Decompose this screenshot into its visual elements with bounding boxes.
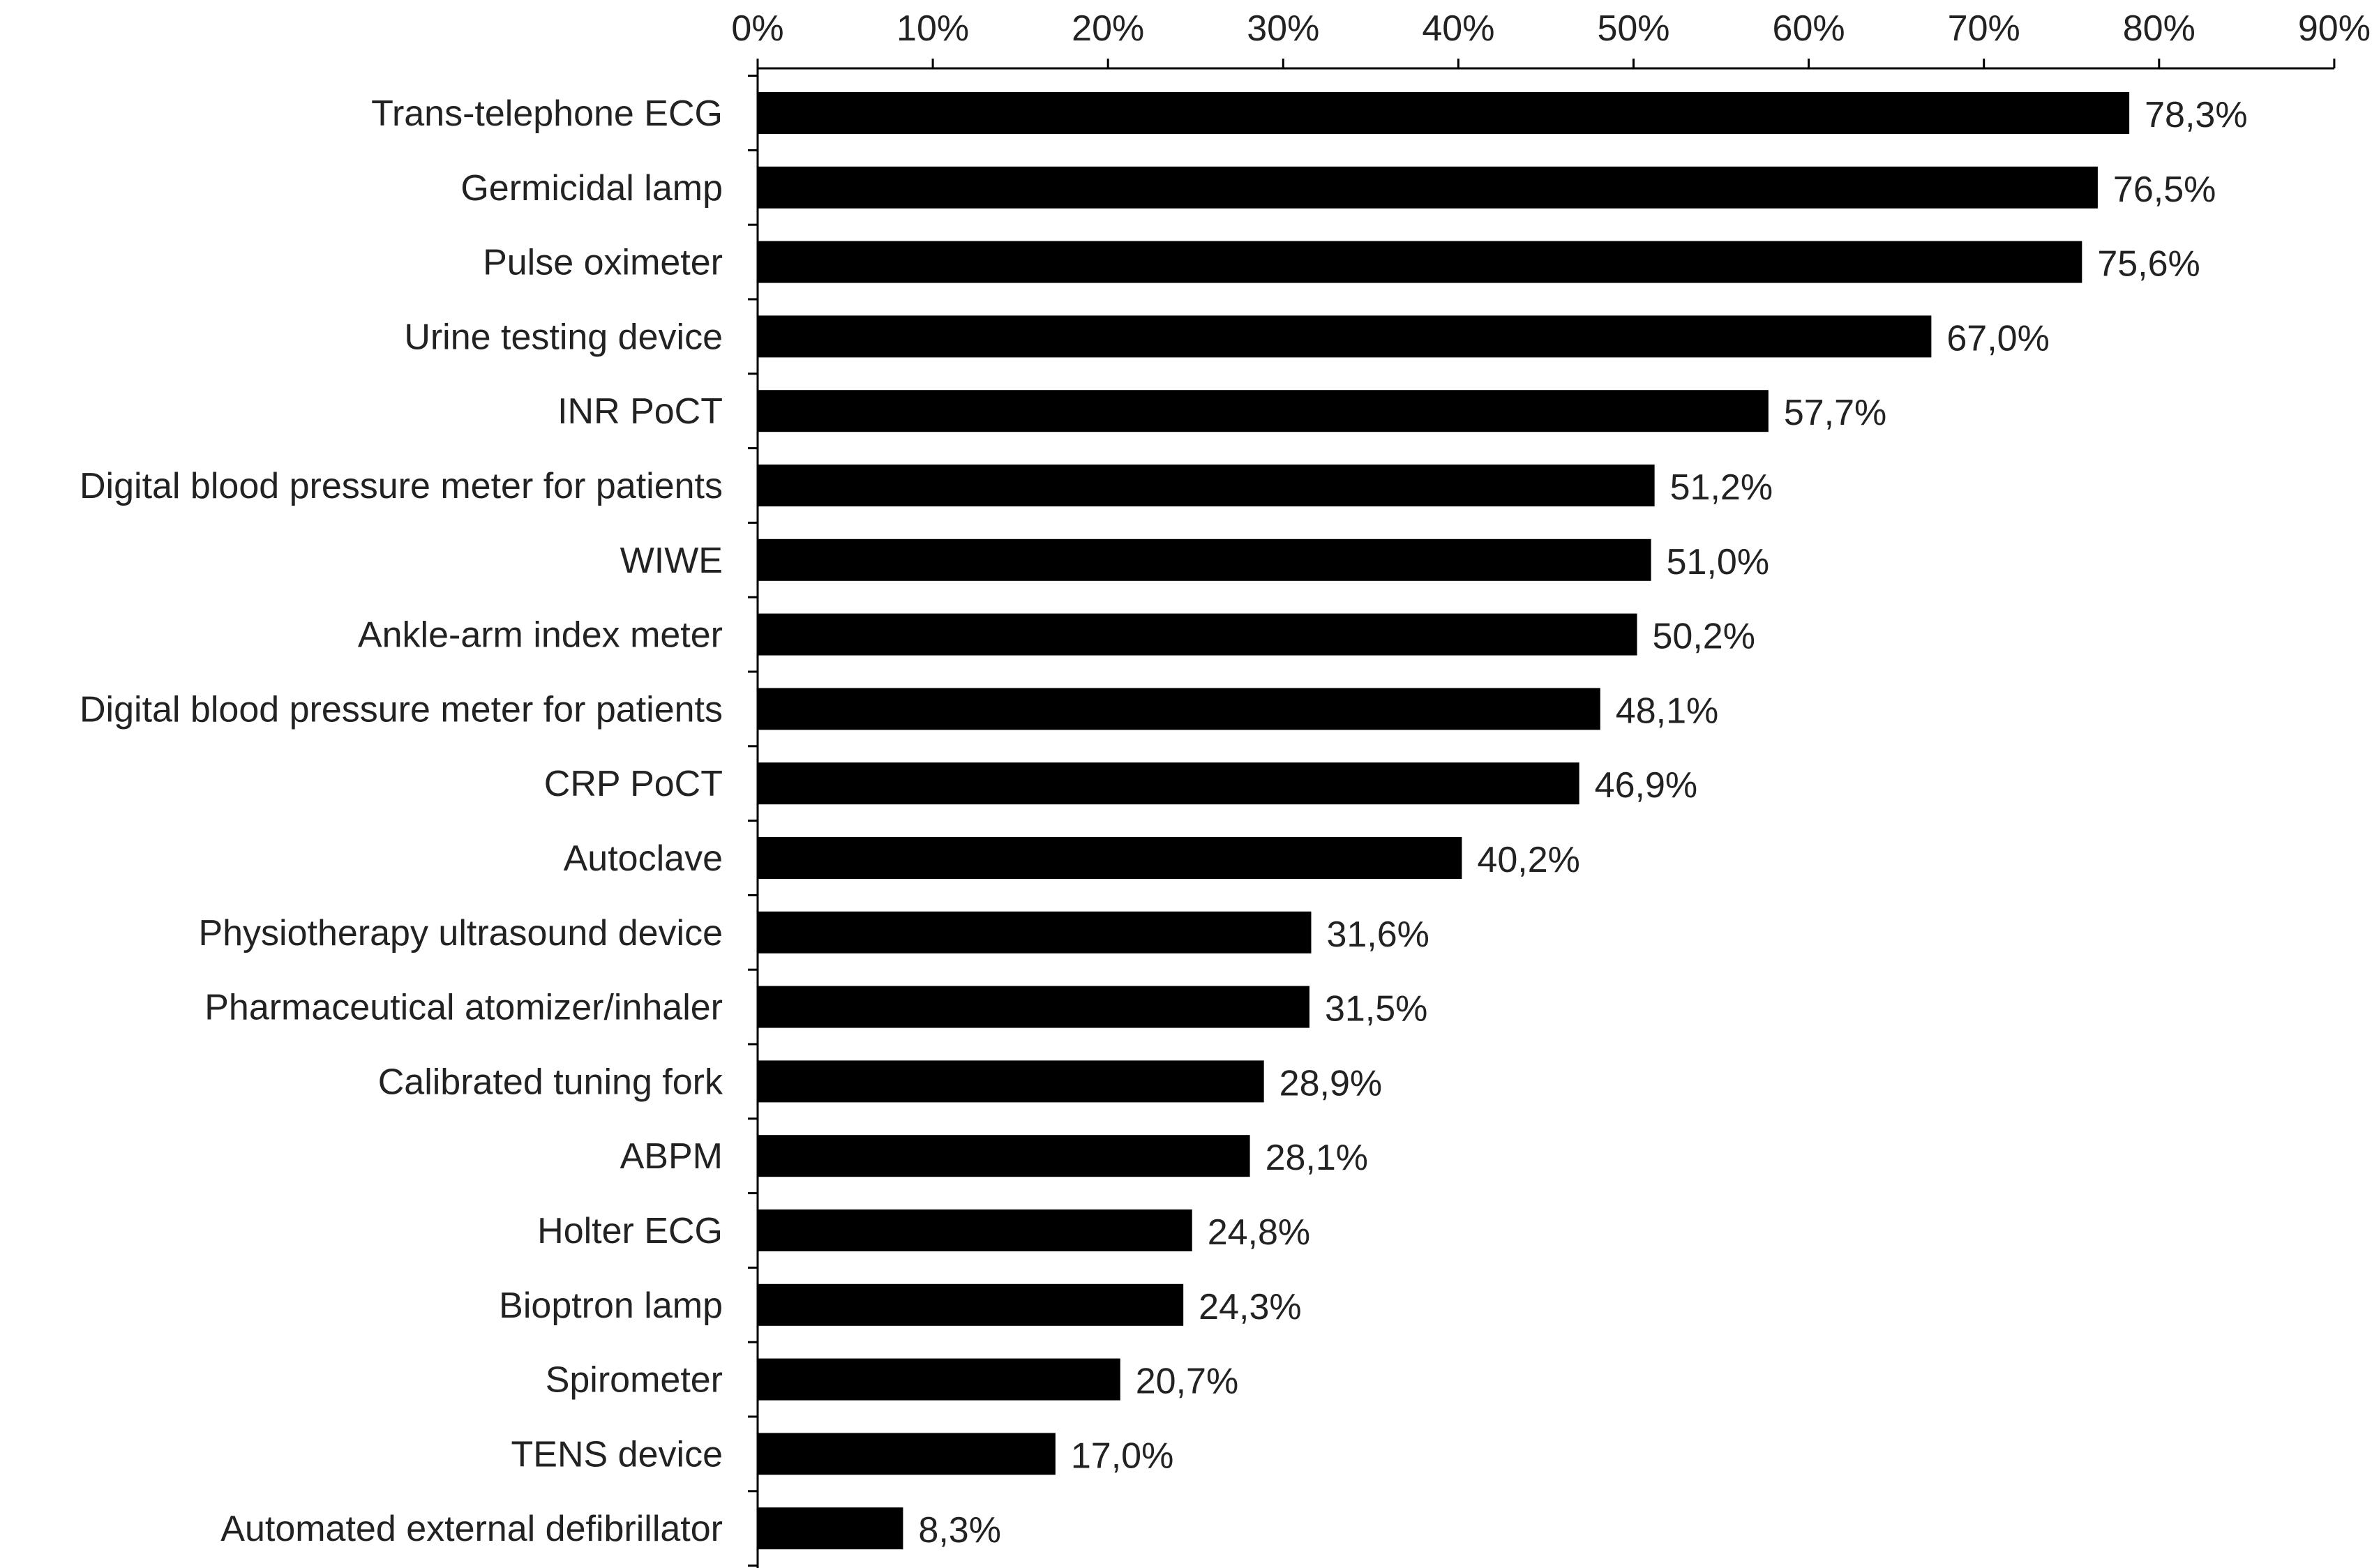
bar <box>758 92 2130 134</box>
x-tick-label: 90% <box>2298 8 2371 49</box>
bar <box>758 315 1932 358</box>
data-label: 48,1% <box>1616 691 1718 731</box>
x-tick-label: 80% <box>2123 8 2195 49</box>
category-label: Physiotherapy ultrasound device <box>198 913 723 953</box>
x-tick-label: 0% <box>731 8 783 49</box>
category-label: TENS device <box>511 1434 723 1475</box>
data-labels: 78,3% 76,5% 75,6% 67,0% 57,7% 51,2% 51,0% 50,2%… <box>918 95 2247 1551</box>
data-label: 31,6% <box>1326 914 1429 955</box>
x-tick-label: 30% <box>1247 8 1319 49</box>
data-label: 28,1% <box>1266 1138 1368 1178</box>
data-label: 76,5% <box>2113 169 2216 210</box>
data-label: 75,6% <box>2097 244 2200 285</box>
category-label: INR PoCT <box>557 391 723 432</box>
data-label: 40,2% <box>1477 840 1579 880</box>
data-label: 67,0% <box>1946 318 2049 359</box>
data-label: 57,7% <box>1784 393 1886 433</box>
bar <box>758 1507 903 1550</box>
data-label: 50,2% <box>1653 617 1755 657</box>
bar <box>758 762 1579 805</box>
category-label: Pharmaceutical atomizer/inhaler <box>204 988 723 1028</box>
category-label: ABPM <box>620 1136 723 1177</box>
data-label: 31,5% <box>1325 989 1427 1030</box>
category-label: Autoclave <box>564 838 723 879</box>
bar <box>758 241 2082 283</box>
bar <box>758 1135 1250 1177</box>
bar <box>758 1358 1120 1401</box>
category-label: CRP PoCT <box>544 764 723 804</box>
category-label: Calibrated tuning fork <box>378 1062 723 1102</box>
bar <box>758 166 2098 209</box>
data-label: 46,9% <box>1595 765 1697 806</box>
x-tick-label: 40% <box>1422 8 1494 49</box>
bar <box>758 390 1769 432</box>
category-label: Ankle-arm index meter <box>358 615 723 656</box>
bar <box>758 613 1637 656</box>
bar <box>758 1283 1184 1326</box>
category-label: Trans-telephone ECG <box>371 93 723 134</box>
bar <box>758 1060 1264 1103</box>
category-label: Germicidal lamp <box>460 168 723 209</box>
x-tick-label: 70% <box>1948 8 2020 49</box>
data-label: 28,9% <box>1279 1063 1382 1103</box>
data-label: 17,0% <box>1071 1435 1173 1476</box>
category-label: Automated external defibrillator <box>220 1509 723 1549</box>
bar <box>758 465 1655 506</box>
category-label: Digital blood pressure meter for patient… <box>80 689 723 730</box>
category-label: Bioptron lamp <box>499 1286 723 1326</box>
bar <box>758 1433 1056 1475</box>
data-label: 78,3% <box>2145 95 2247 135</box>
bars <box>758 92 2130 1550</box>
data-label: 20,7% <box>1136 1362 1238 1402</box>
y-axis <box>748 68 759 1568</box>
category-label: Pulse oximeter <box>483 243 723 283</box>
category-label: Holter ECG <box>537 1211 723 1251</box>
x-axis: 0% 10% 20% 30% 40% 50% 60% 70% 80% 90% <box>731 8 2371 70</box>
x-tick-label: 10% <box>896 8 969 49</box>
bar <box>758 911 1312 953</box>
data-label: 8,3% <box>918 1510 1001 1551</box>
x-tick-label: 60% <box>1773 8 1845 49</box>
data-label: 24,3% <box>1199 1287 1301 1327</box>
bar <box>758 688 1600 730</box>
x-tick-label: 50% <box>1597 8 1669 49</box>
bar <box>758 1209 1192 1251</box>
bar <box>758 538 1651 581</box>
data-label: 51,2% <box>1670 467 1773 508</box>
data-label: 51,0% <box>1667 542 1769 582</box>
bar <box>758 837 1462 879</box>
x-tick-label: 20% <box>1072 8 1144 49</box>
data-label: 24,8% <box>1208 1212 1310 1253</box>
category-label: Spirometer <box>546 1360 723 1401</box>
category-labels: Trans-telephone ECG Germicidal lamp Pulse … <box>80 93 723 1549</box>
category-label: Digital blood pressure meter for patient… <box>80 466 723 506</box>
category-label: Urine testing device <box>404 317 723 357</box>
category-label: WIWE <box>620 541 723 581</box>
bar <box>758 986 1309 1028</box>
